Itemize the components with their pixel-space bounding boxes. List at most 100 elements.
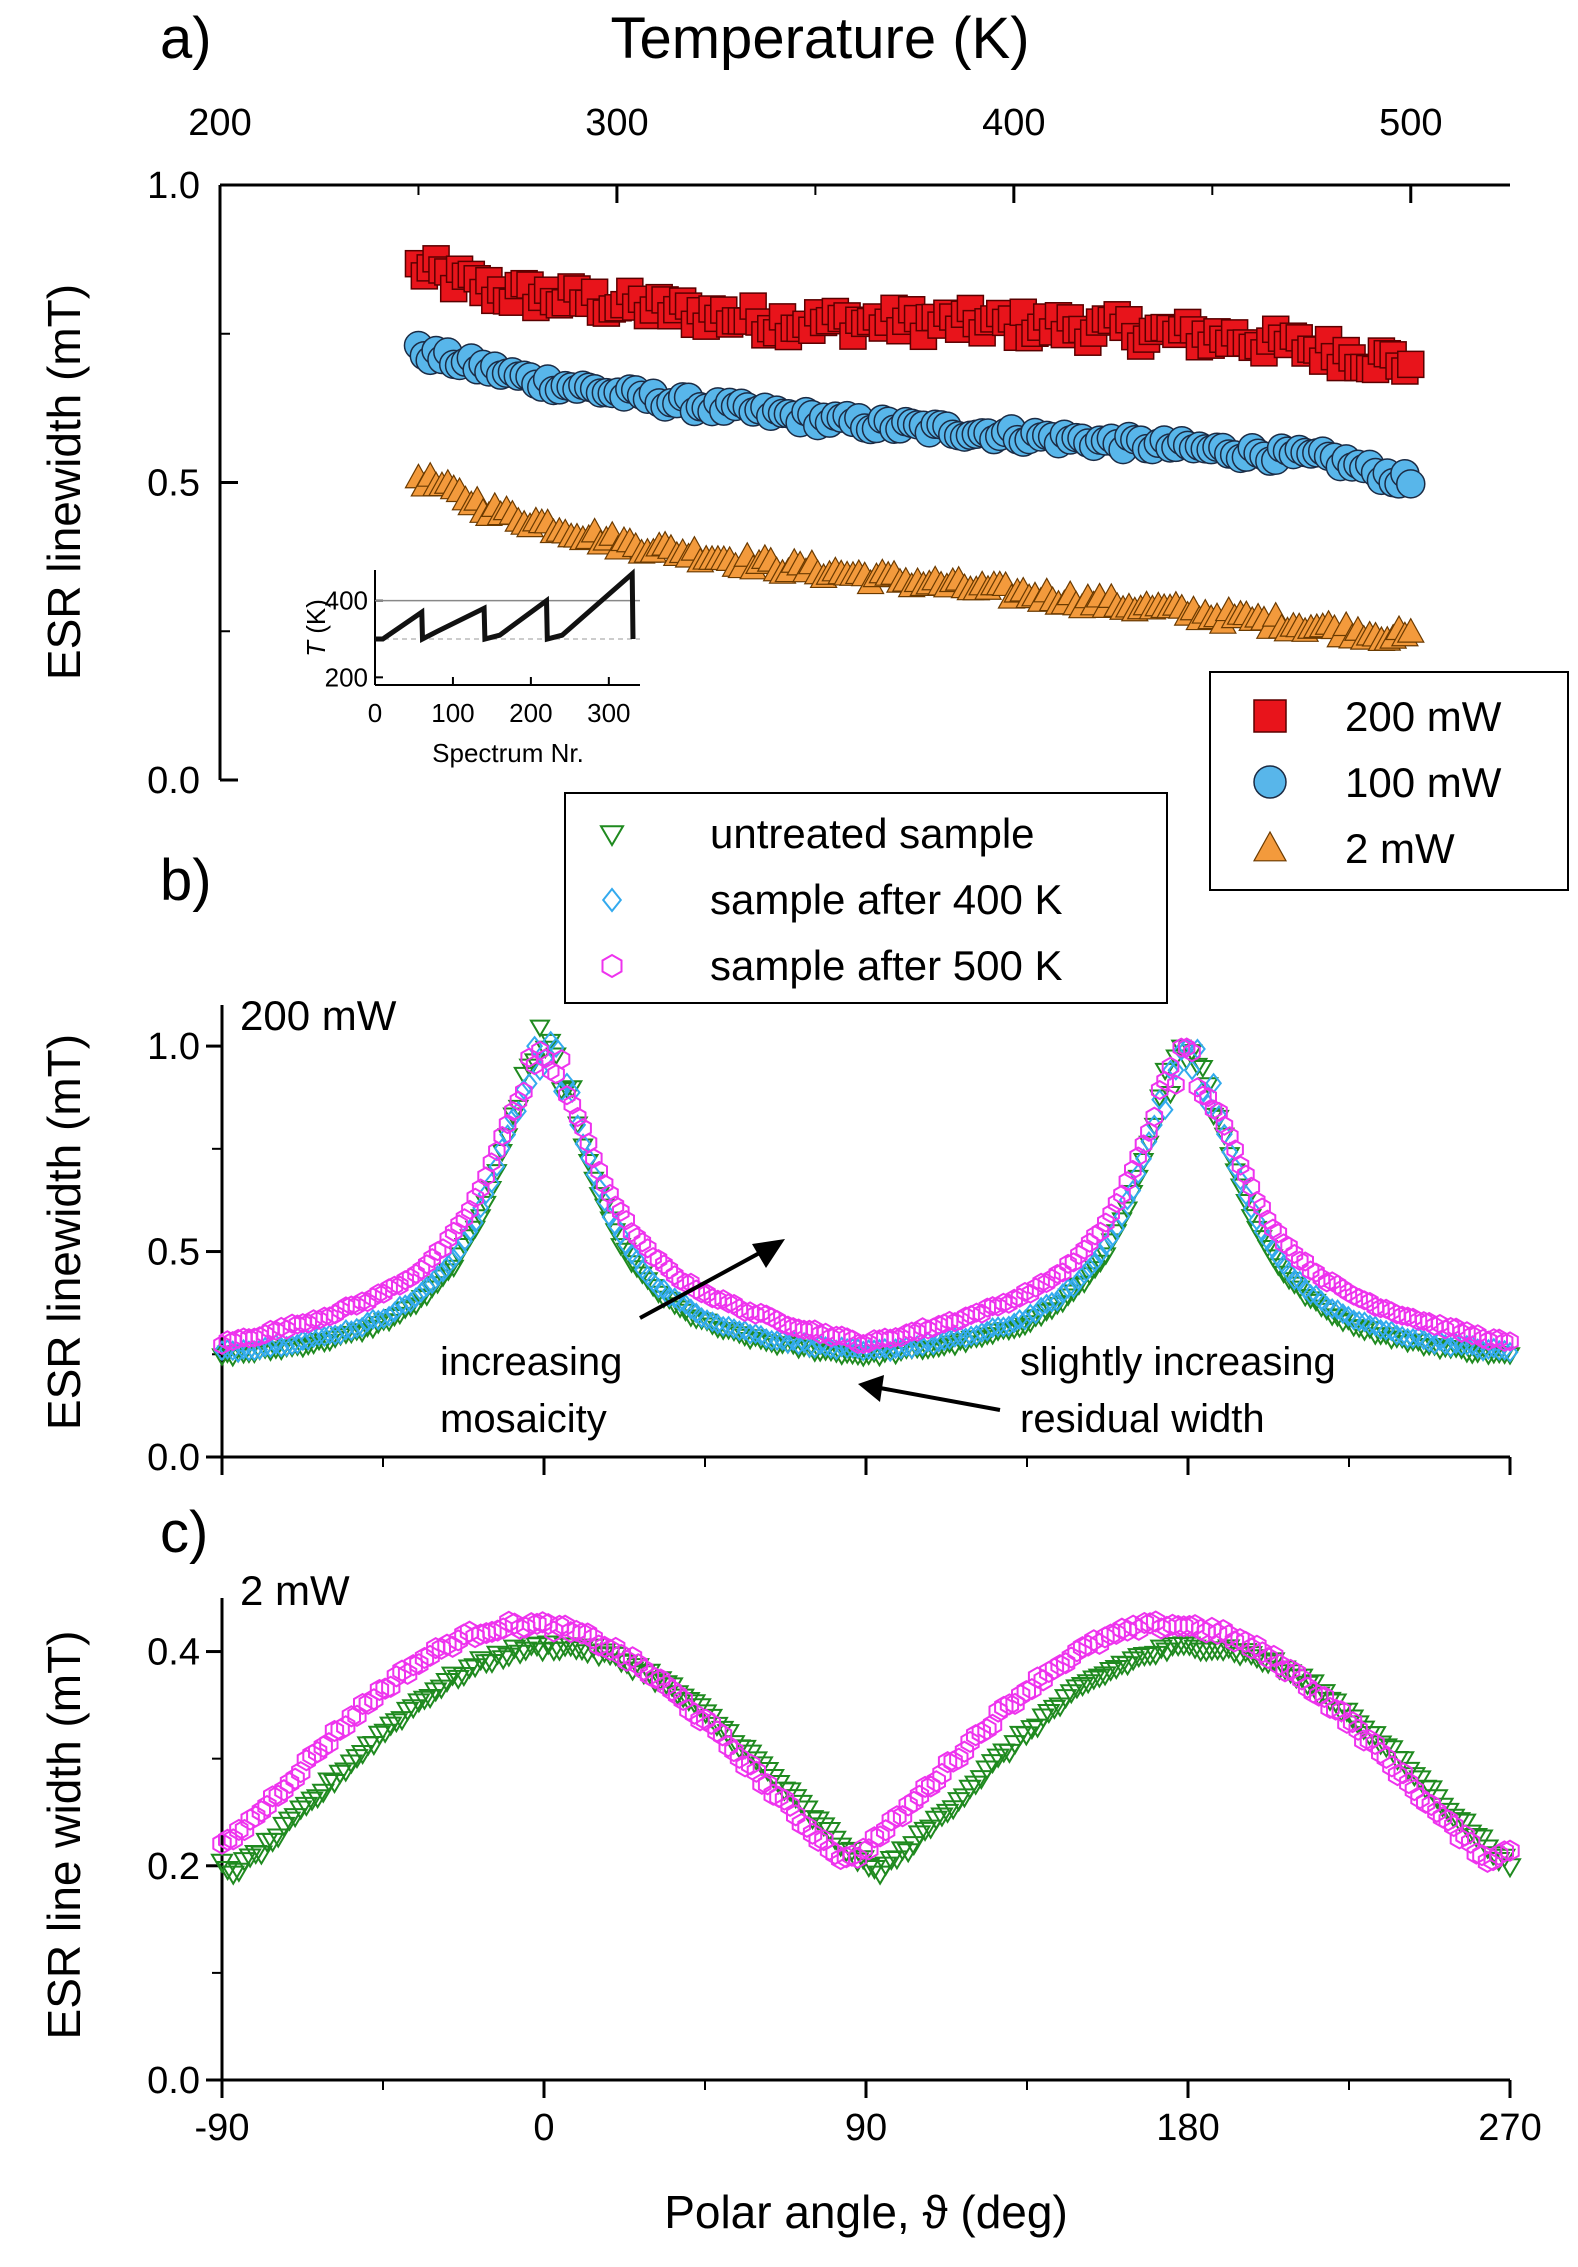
panel-b-point [622, 1222, 641, 1243]
panel-c-point [1202, 1616, 1222, 1640]
panel-c-x-axis-label: Polar angle, ϑ (deg) [664, 2186, 1068, 2238]
panel-b-point [790, 1334, 808, 1356]
panel-c-point [1447, 1812, 1472, 1833]
panel-b-point [1264, 1218, 1282, 1239]
panel-b-point [849, 1338, 867, 1360]
panel-c-point [1264, 1644, 1284, 1668]
panel-b-point [437, 1263, 460, 1282]
panel-c-point [1410, 1787, 1430, 1810]
panel-b-point [385, 1301, 403, 1323]
panel-c-point [504, 1612, 525, 1635]
panel-b-point [1135, 1148, 1153, 1170]
panel-c-point [577, 1622, 598, 1645]
panel-c-point [527, 1612, 547, 1636]
panel-b-point [1415, 1329, 1433, 1351]
panel-c-point [1042, 1699, 1067, 1720]
panel-c-point [341, 1705, 361, 1728]
arrow-mosaicity [639, 1248, 766, 1320]
panel-b-point [1183, 1042, 1201, 1063]
panel-c-point [651, 1668, 671, 1691]
panel-c-point [212, 1832, 232, 1855]
panel-b-point [520, 1072, 538, 1095]
panel-a-legend-marker [1253, 699, 1287, 733]
panel-c-point [1494, 1840, 1514, 1863]
panel-c-point [508, 1644, 532, 1665]
panel-c-point [1140, 1612, 1160, 1635]
panel-c-point [862, 1860, 887, 1881]
panel-b-point [638, 1238, 657, 1259]
panel-b-point [843, 1329, 862, 1350]
panel-b-point [256, 1324, 274, 1345]
y-tick-label: 0.4 [147, 1632, 200, 1674]
panel-b-point [418, 1275, 436, 1298]
panel-b-point [1264, 1237, 1282, 1260]
panel-c-ticks: -90 0 90 180 270 0.0 0.2 0.4 [147, 1632, 1542, 2149]
panel-b-point [617, 1209, 635, 1231]
panel-b-point [477, 1166, 495, 1187]
panel-c-point [291, 1760, 311, 1784]
panel-c-point [532, 1611, 553, 1634]
panel-c-point [227, 1862, 251, 1883]
panel-b-point [547, 1063, 565, 1085]
panel-c-point [1455, 1824, 1475, 1847]
panel-c-point [789, 1794, 814, 1815]
panel-c-point [1393, 1762, 1413, 1785]
panel-c-point [999, 1693, 1020, 1716]
panel-b-point [1240, 1209, 1263, 1228]
panel-c-point [1314, 1685, 1335, 1709]
panel-b-point [1048, 1263, 1067, 1285]
panel-c-point [446, 1669, 470, 1690]
panel-b-point [773, 1329, 791, 1352]
panel-c-point [780, 1794, 800, 1817]
panel-b-point [1000, 1293, 1018, 1314]
panel-c-point [300, 1791, 324, 1812]
panel-b-point [1145, 1106, 1164, 1127]
panel-c-point [442, 1635, 463, 1658]
panel-c-point [407, 1693, 431, 1714]
panel-c-point [904, 1790, 924, 1813]
panel-c-point [778, 1782, 802, 1803]
panel-c-point [724, 1739, 744, 1763]
panel-b-point [321, 1323, 339, 1345]
panel-b-point [660, 1286, 678, 1308]
panel-c-point [887, 1805, 907, 1828]
panel-c-point [634, 1658, 654, 1681]
panel-b-legend-label: untreated sample [710, 810, 1035, 857]
panel-c-point [1464, 1827, 1489, 1848]
panel-c-point [980, 1754, 1005, 1775]
panel-c-point [1025, 1718, 1050, 1739]
panel-c-point [622, 1646, 643, 1669]
panel-c-point [308, 1740, 328, 1764]
panel-b-point [1048, 1290, 1066, 1312]
panel-b: b) 0.0 0.5 1.0 ESR linewidth (mT) 200 mW i… [38, 792, 1521, 1479]
annotation-mosaicity-line2: mosaicity [440, 1397, 607, 1441]
panel-b-point [1070, 1269, 1088, 1291]
panel-b-point [1183, 1059, 1201, 1081]
panel-b-legend-label: sample after 500 K [710, 942, 1063, 989]
panel-c-point [471, 1623, 491, 1646]
panel-c-point [513, 1641, 538, 1662]
panel-c-series-1 [212, 1610, 1520, 1874]
panel-b-point [626, 1260, 648, 1279]
panel-c-point [272, 1816, 296, 1837]
panel-c-point [572, 1622, 592, 1645]
panel-b-point [444, 1221, 463, 1242]
panel-a-legend-item: 2 mW [1252, 825, 1455, 872]
panel-b-point [1388, 1324, 1406, 1346]
panel-c-point [223, 1828, 243, 1851]
panel-c-point [682, 1694, 707, 1715]
panel-c-point [1382, 1755, 1402, 1778]
panel-b-point [730, 1320, 748, 1342]
panel-c-point [1427, 1800, 1447, 1823]
panel-c-point [1430, 1797, 1455, 1818]
panel-b-point [1129, 1163, 1147, 1185]
panel-c-point [994, 1695, 1014, 1719]
panel-c-point [536, 1635, 560, 1656]
panel-c-point [1374, 1738, 1399, 1759]
panel-c-point [977, 1718, 997, 1741]
panel-b-point [445, 1248, 463, 1270]
panel-b-point [1436, 1319, 1455, 1340]
panel-c-point [285, 1767, 305, 1790]
panel-c-power-label: 2 mW [240, 1567, 350, 1614]
panel-c-point [947, 1792, 971, 1813]
